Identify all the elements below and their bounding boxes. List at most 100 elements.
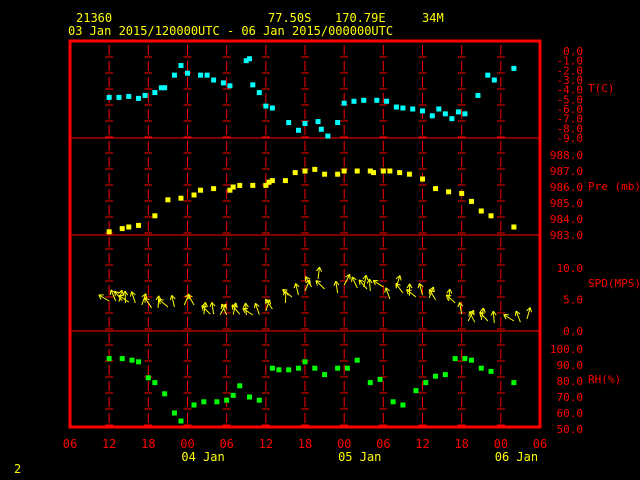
temperature-point (263, 103, 269, 109)
wind-arrow-head (305, 279, 310, 284)
wind-arrow-head (526, 307, 531, 312)
wind-arrow-head (399, 275, 402, 281)
pressure-point (269, 178, 275, 184)
x-tick-label: 00 (180, 437, 194, 451)
temperature-point (198, 72, 204, 78)
wind-arrow (372, 280, 384, 288)
humidity-point (433, 373, 439, 379)
wind-arrow-head (515, 310, 521, 315)
wind-arrow-head (316, 266, 320, 272)
wind-arrow-head (265, 299, 270, 304)
wind-arrow (231, 304, 241, 315)
pressure-point (488, 213, 494, 219)
wind-arrow-head (242, 308, 246, 314)
humidity-point (488, 368, 494, 374)
wind-arrow-head (305, 276, 311, 280)
wind-arrow (157, 295, 160, 308)
pressure-point (282, 178, 288, 184)
temperature-point (475, 92, 481, 98)
humidity-point (354, 357, 360, 363)
wind-arrow-head (231, 304, 237, 308)
wind-arrow-head (449, 288, 453, 294)
y-tick-label: 5.0 (563, 294, 583, 307)
temperature-point (462, 111, 468, 117)
pressure-point (266, 179, 272, 185)
humidity-point (106, 356, 112, 362)
y-tick-label: -4.0 (557, 84, 584, 97)
wind-arrow (158, 298, 169, 308)
wind-arrow (144, 297, 153, 309)
temperature-point (211, 77, 217, 83)
latitude: 77.50S (268, 11, 312, 25)
wind-arrow-head (269, 299, 272, 305)
y-tick-label: 100.0 (550, 343, 583, 356)
x-tick-label: 12 (415, 437, 429, 451)
wind-arrow (265, 298, 273, 310)
wind-arrow-head (109, 289, 112, 295)
temperature-point (436, 106, 442, 112)
wind-arrow (395, 282, 404, 294)
temperature-point (400, 105, 406, 111)
wind-arrow (351, 276, 358, 289)
wind-arrow (446, 294, 456, 304)
temperature-point (318, 126, 324, 132)
pressure-point (341, 168, 347, 174)
y-tick-label: 60.0 (557, 407, 584, 420)
wind-arrow-head (333, 280, 337, 286)
temperature-point (243, 58, 249, 64)
pressure-point (136, 222, 142, 228)
wind-arrow-head (169, 295, 173, 301)
pressure-point (198, 187, 204, 193)
wind-arrow-head (145, 293, 148, 299)
wind-arrow (282, 289, 293, 298)
humidity-point (511, 380, 517, 386)
wind-arrow-head (385, 287, 390, 292)
page-number: 2 (14, 462, 22, 476)
temperature-point (429, 113, 435, 119)
y-tick-label: 983.0 (550, 229, 583, 242)
pressure-point (420, 176, 425, 182)
wind-arrow (317, 267, 321, 280)
temperature-point (286, 120, 292, 126)
pressure-point (237, 182, 243, 188)
wind-arrow (187, 294, 195, 306)
wind-arrow (335, 281, 339, 294)
y-tick-label: 987.0 (550, 165, 583, 178)
temperature-point (185, 70, 190, 76)
wind-arrow (265, 299, 271, 312)
pressure-point (335, 171, 341, 177)
wind-arrow-head (265, 298, 271, 302)
wind-arrow-head (395, 275, 401, 280)
wind-arrow-head (129, 291, 133, 297)
pressure-point (406, 171, 412, 177)
temperature-point (393, 104, 399, 110)
pressure-point (230, 184, 236, 190)
wind-arrow-head (419, 283, 424, 288)
wind-arrow-head (211, 302, 216, 307)
wind-arrow-head (114, 290, 120, 294)
temperature-point (315, 119, 321, 125)
humidity-point (237, 383, 243, 389)
temperature-point (335, 120, 341, 126)
station-id: 21360 (76, 11, 113, 25)
wind-arrow (242, 307, 254, 316)
temperature-point (204, 72, 210, 78)
humidity-point (344, 365, 350, 371)
wind-arrow (492, 311, 495, 324)
wind-arrow-head (201, 305, 207, 308)
wind-arrow (110, 289, 117, 302)
wind-arrow-head (395, 282, 401, 286)
wind-arrow-head (529, 307, 533, 313)
wind-arrow (479, 311, 489, 322)
wind-arrow (245, 302, 247, 316)
pressure-point (459, 190, 465, 196)
temperature-point (126, 93, 132, 99)
pressure-point (191, 192, 197, 198)
wind-arrow (385, 287, 391, 300)
wind-arrow (295, 283, 299, 296)
wind-arrow (211, 302, 215, 315)
y-tick-label: -7.0 (557, 113, 584, 126)
y-tick-label: 0.0 (563, 325, 583, 338)
wind-arrow-head (155, 295, 160, 301)
